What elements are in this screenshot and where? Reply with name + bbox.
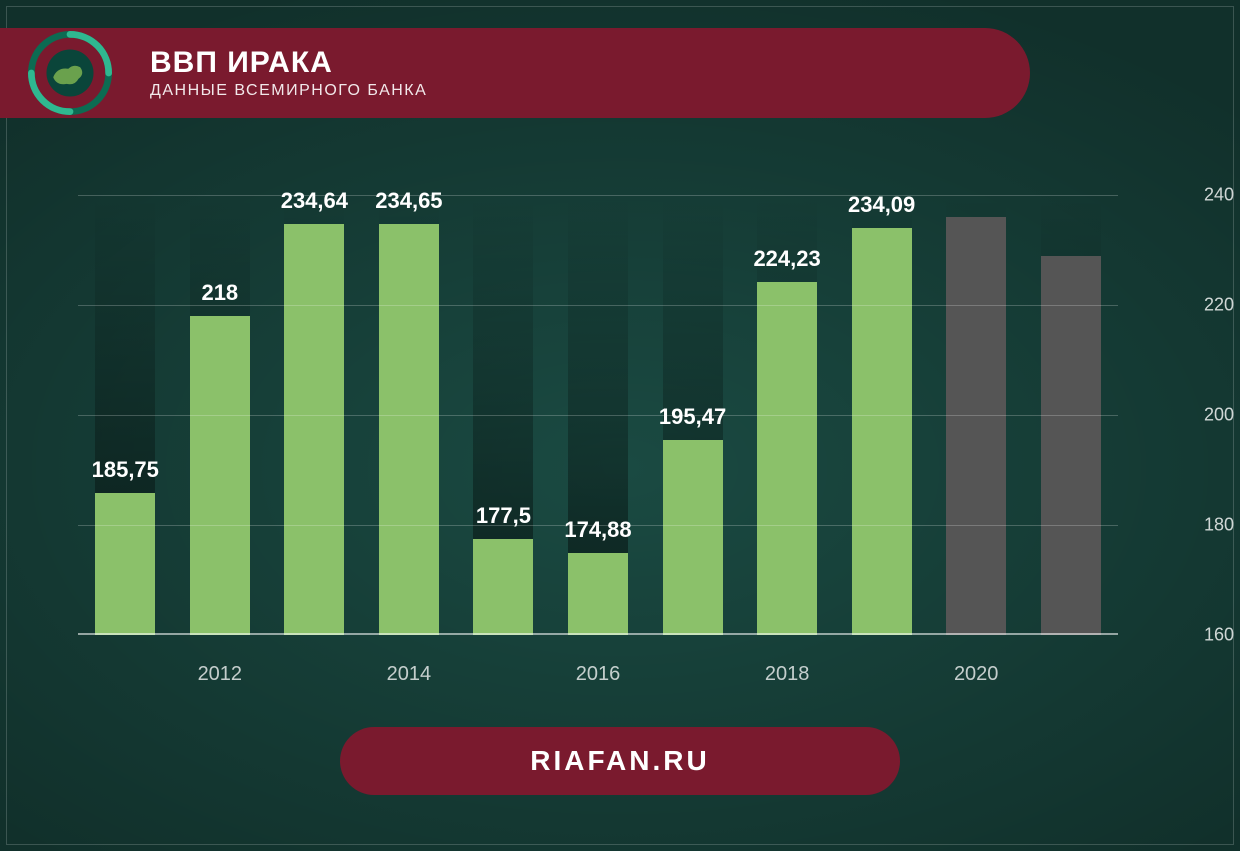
footer-bar: RIAFAN.RU [340, 727, 900, 795]
bar-value-label: 218 [201, 280, 238, 306]
bar: 218 [190, 316, 250, 635]
bar: 177,5 [473, 539, 533, 635]
bar-value-label: 195,47 [659, 404, 726, 430]
y-axis-label: 200 [1204, 405, 1234, 426]
bar-value-label: 234,65 [375, 188, 442, 214]
bar: 185,75 [95, 493, 155, 635]
bar-value-label: 234,64 [281, 188, 348, 214]
page-title: ВВП ИРАКА [150, 46, 427, 80]
x-axis-label: 2020 [954, 663, 999, 686]
source-watermark: RIAFAN.RU [530, 745, 709, 777]
header-bar: ВВП ИРАКА ДАННЫЕ ВСЕМИРНОГО БАНКА [0, 28, 1030, 118]
gdp-bar-chart: 185,752012218234,642014234,65177,5201617… [78, 195, 1176, 635]
grid-line [78, 415, 1118, 416]
x-axis-label: 2018 [765, 663, 810, 686]
page-subtitle: ДАННЫЕ ВСЕМИРНОГО БАНКА [150, 82, 427, 100]
bar [946, 217, 1006, 635]
logo-globe-icon [28, 31, 112, 115]
y-axis-label: 220 [1204, 295, 1234, 316]
bar-value-label: 224,23 [753, 246, 820, 272]
bar: 195,47 [663, 440, 723, 635]
x-axis-label: 2014 [387, 663, 432, 686]
grid-line [78, 525, 1118, 526]
bar-value-label: 174,88 [564, 517, 631, 543]
grid-line [78, 305, 1118, 306]
bar: 224,23 [757, 282, 817, 635]
y-axis-label: 240 [1204, 185, 1234, 206]
x-axis-label: 2016 [576, 663, 621, 686]
bar: 174,88 [568, 553, 628, 635]
grid-line [78, 195, 1118, 196]
bar [1041, 256, 1101, 636]
chart-baseline [78, 633, 1118, 635]
bar: 234,65 [379, 224, 439, 635]
y-axis-label: 180 [1204, 515, 1234, 536]
bar: 234,09 [852, 228, 912, 635]
x-axis-label: 2012 [198, 663, 243, 686]
bar: 234,64 [284, 224, 344, 635]
y-axis-label: 160 [1204, 625, 1234, 646]
bar-value-label: 185,75 [92, 457, 159, 483]
